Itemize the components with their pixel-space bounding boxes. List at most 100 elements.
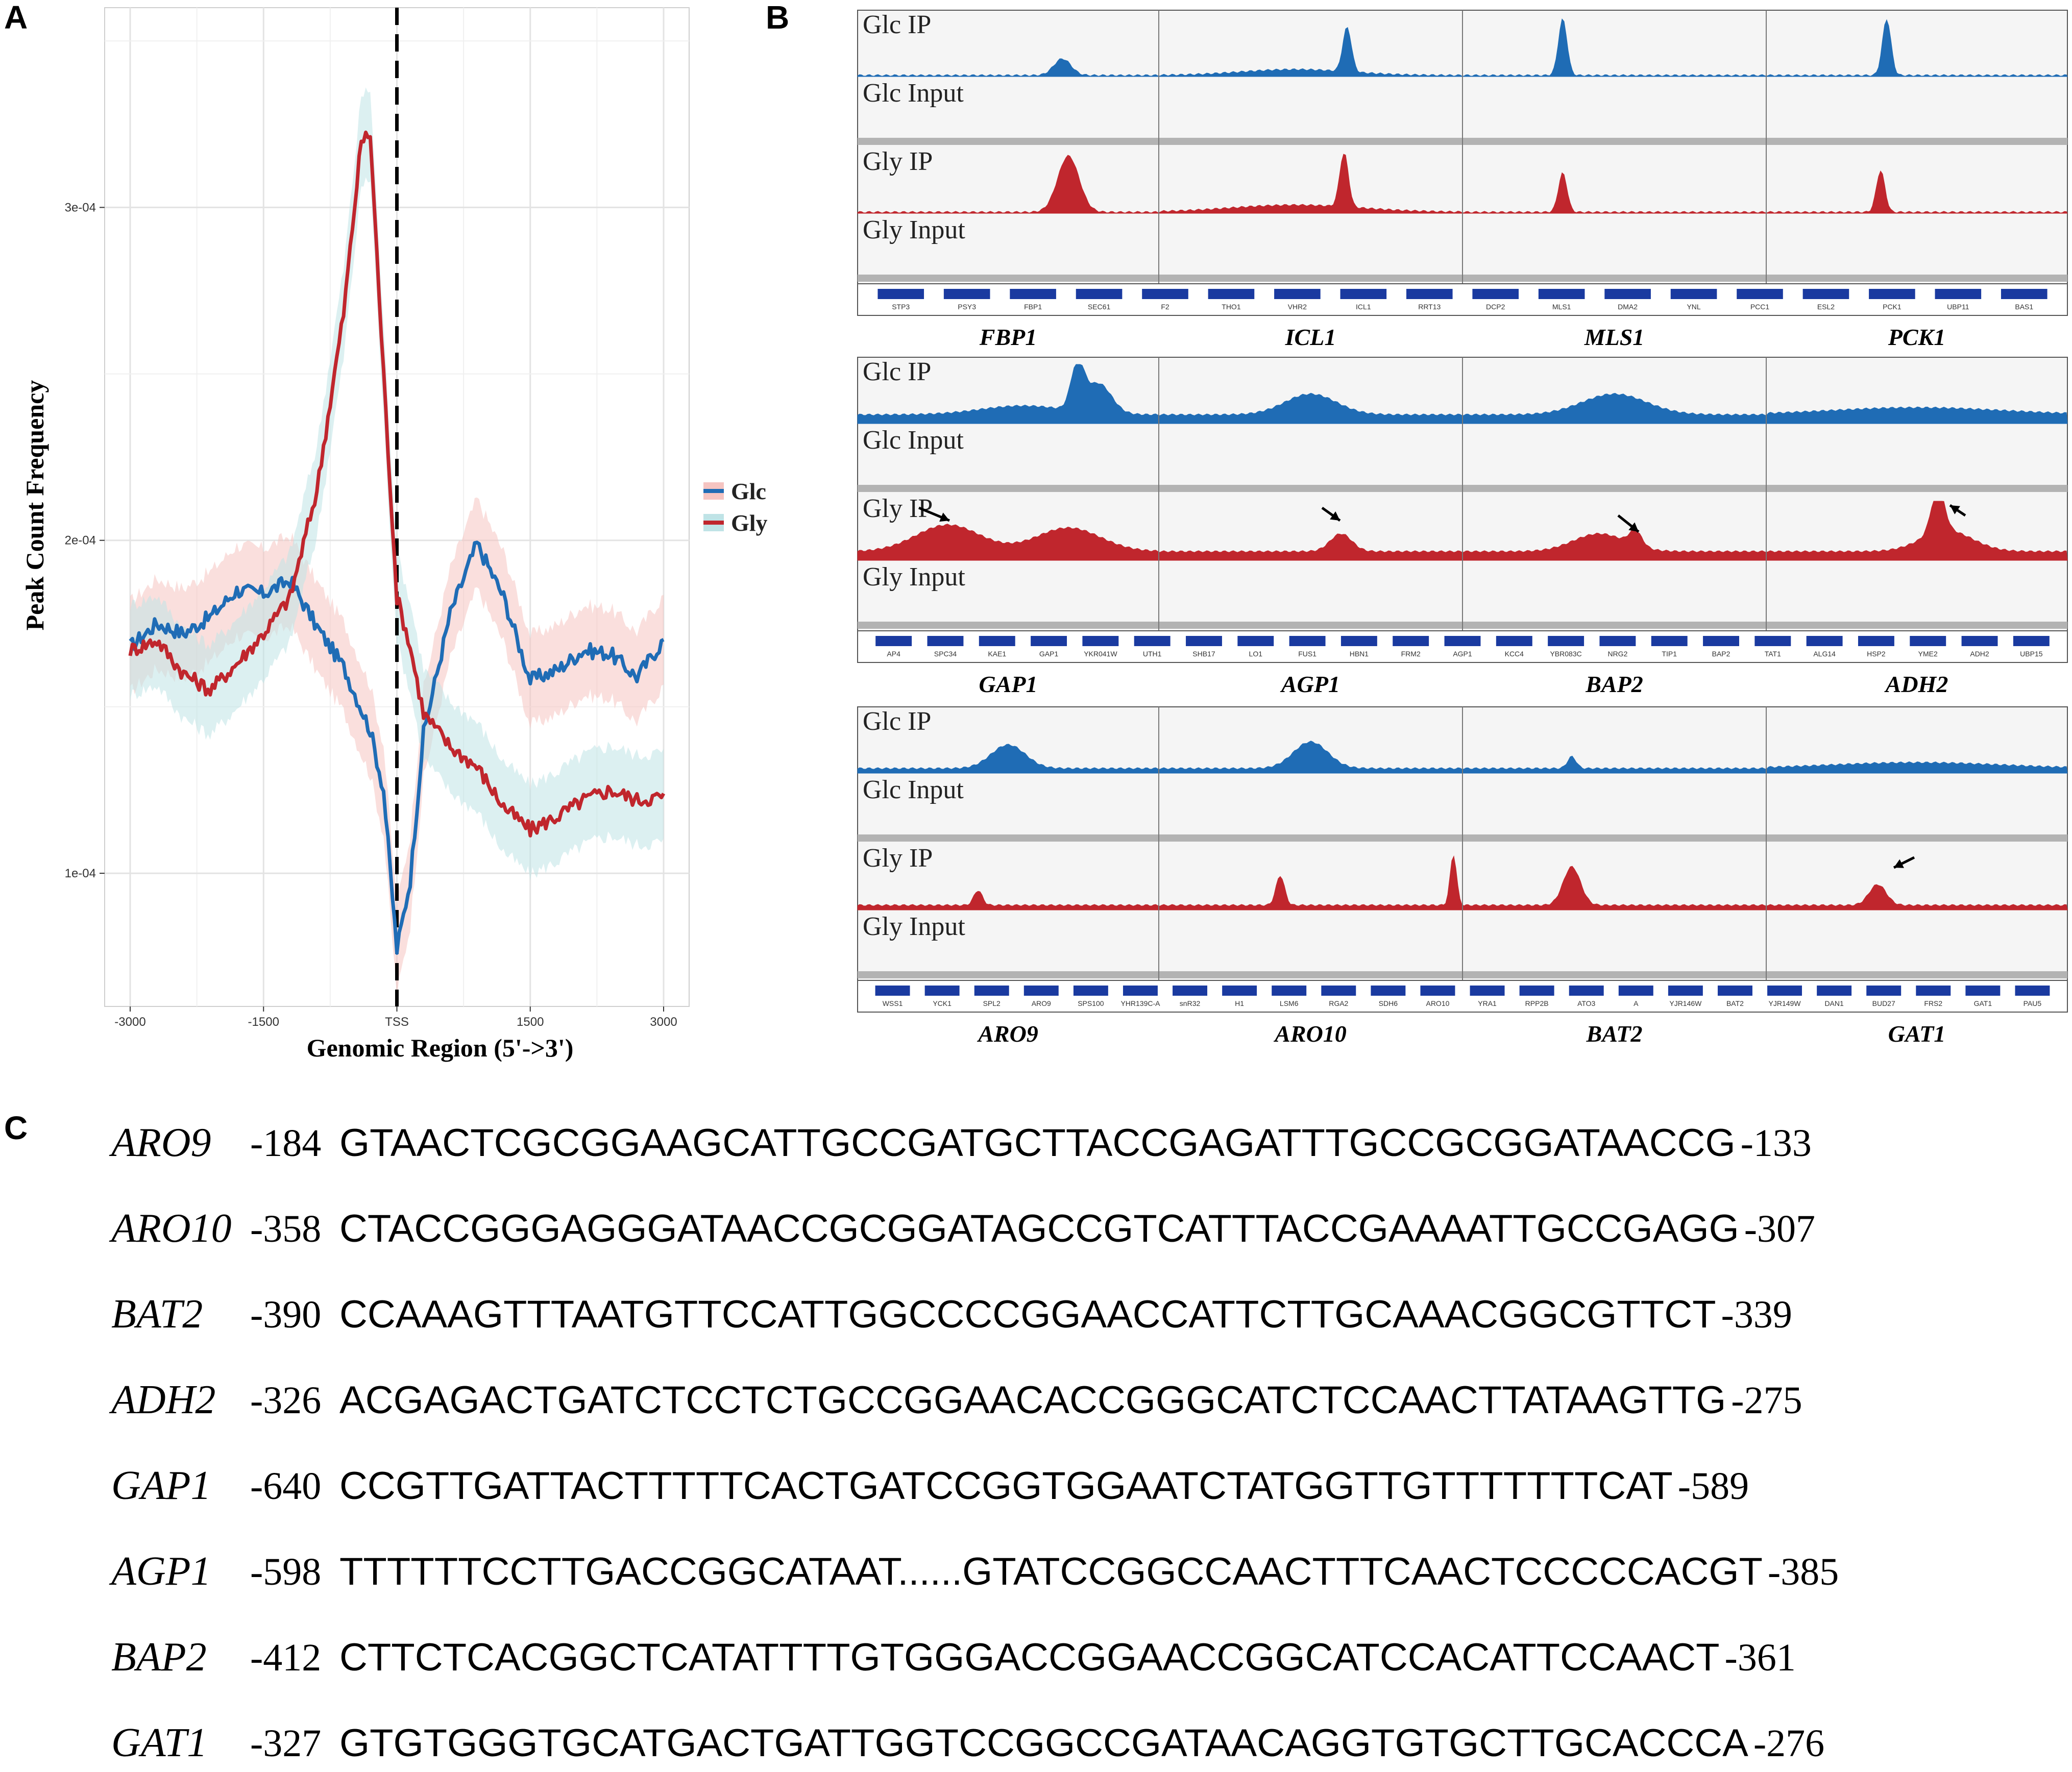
gene-model: [927, 636, 964, 646]
gene-model: [877, 289, 924, 299]
gene-model-label: ATO3: [1577, 999, 1595, 1007]
track-label: Glc Input: [863, 775, 964, 804]
sequence-text: CCAAAGTTTAATGTTCCATTGGCCCCGGAACCATTCTTGC…: [339, 1293, 1716, 1336]
locus-name: GAT1: [1888, 1021, 1945, 1047]
series-lines: [128, 130, 666, 955]
gene-model: [1651, 636, 1688, 646]
gene-model-label: PCC1: [1750, 303, 1770, 311]
gene-model: [1935, 289, 1982, 299]
browser-block-3: Glc IP Glc Input Gly IP Gly Input WSS1 YCK1 SP…: [857, 706, 2068, 1047]
gene-model: [1866, 986, 1902, 996]
x-tick-label: 1500: [517, 1015, 544, 1029]
sequence-text: CTTCTCACGGCTCATATTTTGTGGGACCGGAACCGGCATC…: [339, 1636, 1720, 1679]
gene-model: [1496, 636, 1532, 646]
gene-model: [2013, 636, 2050, 646]
sequence-end: -133: [1741, 1122, 1812, 1165]
gene-model: [924, 986, 960, 996]
gene-model-label: TIP1: [1662, 650, 1677, 658]
gene-model-label: ARO9: [1032, 999, 1051, 1007]
gene-model: [1321, 986, 1356, 996]
locus-name: MLS1: [1584, 324, 1645, 350]
sequence-gene: BAT2: [111, 1292, 203, 1337]
gene-model: [1670, 289, 1717, 299]
gene-model-label: YJR149W: [1769, 999, 1801, 1007]
gene-model: [1023, 986, 1059, 996]
sequence-row: BAP2 -412 CTTCTCACGGCTCATATTTTGTGGGACCGGAA…: [111, 1635, 1796, 1680]
gene-model-label: DCP2: [1486, 303, 1505, 311]
gene-model-label: YNL: [1687, 303, 1700, 311]
gene-model: [974, 986, 1009, 996]
gene-model-label: ALG14: [1813, 650, 1836, 658]
sequence-start: -358: [250, 1208, 321, 1250]
track-label: Glc IP: [863, 10, 931, 39]
sequence-row: GAP1 -640 CCGTTGATTACTTTTTCACTGATCCGGTGGAA…: [111, 1463, 1749, 1508]
gene-model: [1604, 289, 1651, 299]
legend-label-glc: Glc: [731, 478, 766, 504]
track-gly-ip: Gly IP: [857, 147, 2068, 214]
locus-name: ADH2: [1884, 671, 1948, 697]
gene-model-label: BAP2: [1712, 650, 1730, 658]
gene-model-label: NRG2: [1607, 650, 1627, 658]
gene-model-label: ADH2: [1970, 650, 1989, 658]
gene-model-label: PAU5: [2024, 999, 2042, 1007]
sequence-gene: ADH2: [109, 1377, 215, 1422]
sequence-end: -339: [1721, 1293, 1792, 1336]
gene-model-label: TAT1: [1765, 650, 1781, 658]
gene-model: [1470, 986, 1505, 996]
gene-model: [1817, 986, 1852, 996]
gene-model-label: UTH1: [1143, 650, 1162, 658]
gene-model-label: KCC4: [1505, 650, 1524, 658]
gene-model: [1208, 289, 1255, 299]
y-axis-title: Peak Count Frequency: [20, 380, 49, 631]
sequence-row: BAT2 -390 CCAAAGTTTAATGTTCCATTGGCCCCGGAACC…: [111, 1292, 1792, 1337]
arrow-head: [1330, 511, 1340, 521]
gene-model: [1082, 636, 1119, 646]
arrow-head: [1894, 859, 1904, 868]
gene-model: [1222, 986, 1257, 996]
genome-browser-panel: Glc IP Glc Input Gly IP Gly Input STP3 PSY3 FB…: [857, 10, 2068, 1047]
track-glc-ip: Glc IP: [857, 10, 2068, 77]
gene-model-label: YKR041W: [1084, 650, 1117, 658]
gene-model-label: YCK1: [933, 999, 952, 1007]
gene-model-label: SDH6: [1379, 999, 1398, 1007]
legend-label-gly: Gly: [731, 510, 768, 536]
gene-model: [1289, 636, 1326, 646]
gene-model: [1599, 636, 1636, 646]
track-label: Gly IP: [863, 844, 933, 873]
gene-model-label: GAT1: [1974, 999, 1992, 1007]
gene-model-label: FBP1: [1024, 303, 1042, 311]
gene-model-label: KAE1: [988, 650, 1006, 658]
sequence-gene: BAP2: [111, 1635, 207, 1680]
sequence-end: -275: [1731, 1379, 1802, 1422]
gene-model-label: YJR146W: [1669, 999, 1702, 1007]
gene-model-label: HSP2: [1867, 650, 1886, 658]
gene-model-label: RPP2B: [1525, 999, 1549, 1007]
locus-name: PCK1: [1888, 324, 1945, 350]
arrow-head: [939, 512, 949, 522]
gene-model: [1272, 986, 1307, 996]
gene-model-label: UBP11: [1947, 303, 1969, 311]
gene-model: [1123, 986, 1158, 996]
gene-model-label: LO1: [1249, 650, 1263, 658]
gene-model: [1806, 636, 1843, 646]
gene-model-label: SPS100: [1078, 999, 1104, 1007]
track-label: Glc IP: [863, 707, 931, 736]
locus-name: GAP1: [979, 671, 1038, 697]
gene-model: [1444, 636, 1481, 646]
gene-model: [2001, 289, 2047, 299]
gene-model-label: AP4: [887, 650, 900, 658]
gene-annotation-track: [857, 283, 2068, 316]
gene-model: [1703, 636, 1739, 646]
sequence-text: CCGTTGATTACTTTTTCACTGATCCGGTGGAATCTATGGT…: [339, 1464, 1673, 1508]
gene-model: [1737, 289, 1783, 299]
peak-frequency-chart: -3000 -1500 TSS 1500 3000 1e-04 2e-04 3e-04 Ge…: [20, 7, 768, 1062]
gene-model-label: THO1: [1222, 303, 1241, 311]
gene-model-label: RGA2: [1329, 999, 1348, 1007]
band-gly: [130, 87, 664, 881]
sequence-start: -327: [250, 1722, 321, 1765]
gene-model-label: VHR2: [1288, 303, 1307, 311]
gene-model-label: H1: [1235, 999, 1244, 1007]
track-label: Gly Input: [863, 912, 965, 941]
gene-model-label: AGP1: [1453, 650, 1472, 658]
